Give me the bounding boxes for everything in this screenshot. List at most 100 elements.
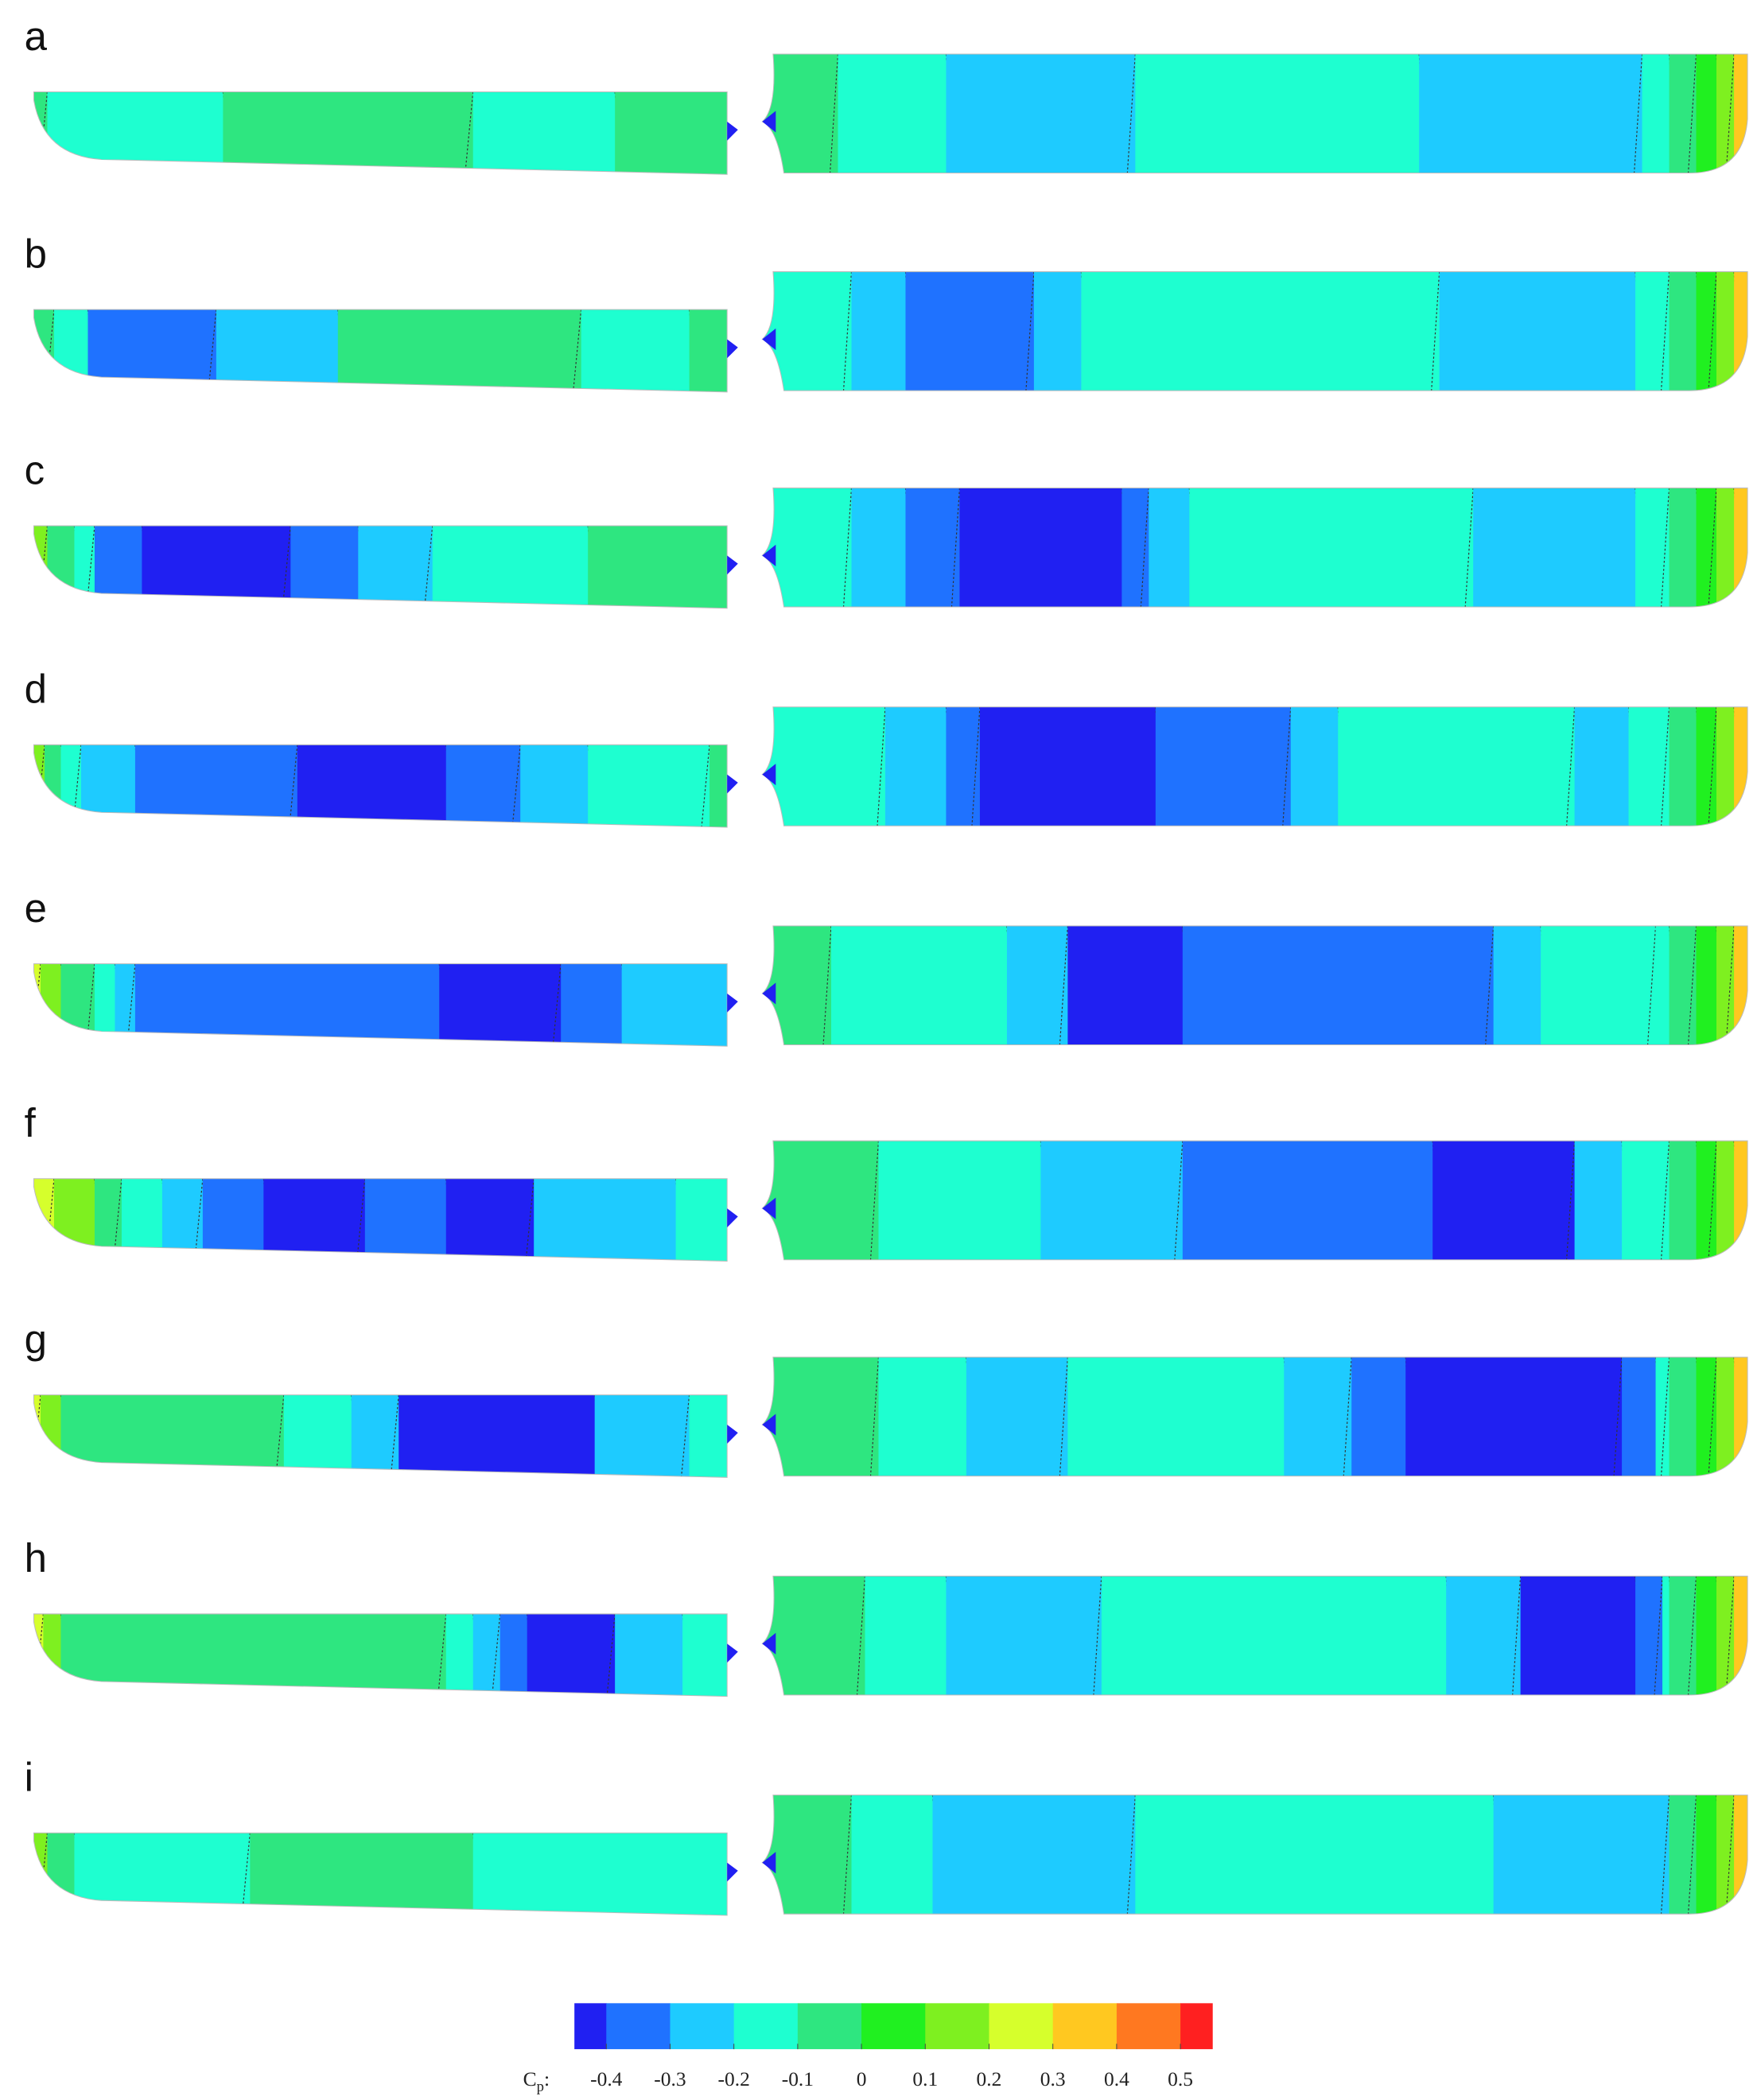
contour-band <box>1493 1795 1670 1915</box>
contour-band <box>80 745 136 827</box>
colorbar-tick-label: -0.2 <box>718 2067 750 2090</box>
contour-band <box>851 1795 934 1915</box>
contour-band <box>1338 706 1576 826</box>
contour-band <box>1734 271 1748 391</box>
contour-band <box>1635 1576 1663 1695</box>
contour-band <box>1669 926 1697 1045</box>
colorbar-tick-label: 0.1 <box>912 2067 938 2090</box>
contour-band <box>1734 1357 1748 1476</box>
contour-band <box>1574 1141 1623 1260</box>
contour-fill <box>762 1357 1748 1476</box>
contour-band <box>53 1178 95 1262</box>
gap-edge <box>727 774 738 794</box>
label-subscript: p <box>537 2079 544 2095</box>
contour-line <box>423 526 433 609</box>
contour-band <box>838 53 947 173</box>
colorbar-cell <box>606 2003 671 2050</box>
panel-label: i <box>25 1755 33 1800</box>
contour-band <box>865 1576 947 1695</box>
contour-line <box>1633 53 1643 173</box>
contour-band <box>47 1833 76 1915</box>
contour-line <box>842 488 853 607</box>
contour-band <box>263 1178 366 1262</box>
hull-outline <box>761 706 1748 826</box>
contour-band <box>1405 1357 1623 1476</box>
contour-line <box>1725 53 1735 173</box>
contour-band <box>615 1613 683 1697</box>
panel: i <box>25 1755 1748 1916</box>
panel-label: d <box>25 667 47 712</box>
contour-band <box>439 963 562 1047</box>
contour-line <box>822 926 832 1045</box>
contour-line <box>1343 1357 1352 1476</box>
contour-band <box>94 1178 122 1262</box>
contour-band <box>851 271 907 391</box>
colorbar-cell <box>861 2003 926 2050</box>
contour-band <box>1669 53 1697 173</box>
contour-band <box>905 488 961 607</box>
colorbar-tick-label: 0.5 <box>1168 2067 1193 2090</box>
contour-fill <box>33 1394 728 1478</box>
contour-fill <box>762 1141 1748 1260</box>
contour-band <box>1655 926 1670 1045</box>
contour-band <box>1696 706 1717 826</box>
contour-band <box>1067 926 1184 1045</box>
hull-outline <box>33 1178 728 1262</box>
contour-line <box>1126 53 1136 173</box>
colorbar-tick-label: -0.4 <box>590 2067 623 2090</box>
contour-line <box>1484 926 1495 1045</box>
gap-edge <box>762 328 776 351</box>
contour-band <box>47 91 224 175</box>
contour-band <box>1669 1141 1697 1260</box>
contour-band <box>445 745 522 827</box>
panel-label: a <box>25 14 48 59</box>
contour-line <box>1613 1357 1623 1476</box>
contour-band <box>1716 1141 1735 1260</box>
contour-band <box>851 488 907 607</box>
contour-band <box>1716 53 1735 173</box>
contour-line <box>842 271 853 391</box>
hull-outline <box>33 91 728 175</box>
contour-band <box>337 309 582 392</box>
contour-line <box>877 706 886 826</box>
contour-band <box>74 1833 251 1915</box>
contour-line <box>701 745 710 827</box>
colorbar-cell <box>1052 2003 1118 2050</box>
contour-band <box>1149 488 1191 607</box>
contour-line <box>829 53 839 173</box>
contour-band <box>87 309 217 392</box>
colorbar-tick-label: 0.2 <box>977 2067 1002 2090</box>
contour-band <box>121 1178 163 1262</box>
panel: f <box>25 1100 1748 1262</box>
contour-line <box>1025 271 1035 391</box>
contour-band <box>1439 271 1636 391</box>
contour-band <box>1716 706 1735 826</box>
contour-band <box>134 963 441 1047</box>
contour-band <box>1662 1576 1670 1695</box>
contour-line <box>1140 488 1149 607</box>
contour-band <box>946 53 1137 173</box>
colorbar-cell <box>797 2003 862 2050</box>
contour-band <box>1696 1141 1717 1260</box>
contour-fill <box>33 309 728 392</box>
gap-edge <box>727 1643 738 1663</box>
contour-band <box>1669 1795 1697 1915</box>
contour-band <box>1669 1357 1697 1476</box>
contour-line <box>1660 271 1670 391</box>
contour-band <box>290 526 360 609</box>
contour-band <box>1734 706 1748 826</box>
gap-edge <box>762 1632 776 1655</box>
contour-band <box>33 1178 55 1262</box>
contour-line <box>1126 1795 1136 1915</box>
contour-band <box>1574 706 1630 826</box>
contour-band <box>94 526 143 609</box>
contour-band <box>561 963 623 1047</box>
contour-fill <box>762 1795 1748 1915</box>
gap-edge <box>727 1208 738 1227</box>
contour-band <box>594 1394 690 1478</box>
contour-band <box>831 926 1008 1045</box>
contour-band <box>134 745 298 827</box>
contour-band <box>1696 1576 1717 1695</box>
contour-band <box>1696 271 1717 391</box>
